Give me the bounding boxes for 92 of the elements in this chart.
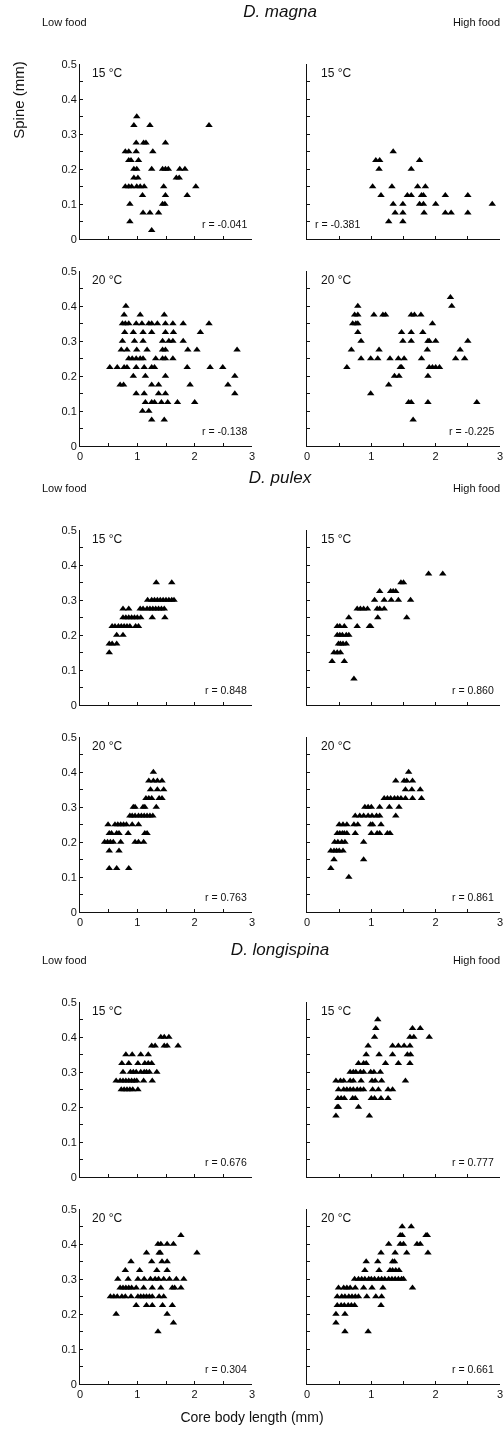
y-tick-label: 0.1 [61,197,77,210]
x-tick-label: 2 [191,450,198,463]
y-tick-label: 0.3 [61,800,77,813]
y-tick-label: 0.4 [61,765,77,778]
y-tick-label: 0 [70,232,77,245]
y-tick-label: 0.5 [61,1202,77,1215]
x-axis-title: Core body length (mm) [180,1409,324,1425]
y-tick-label: 0.3 [61,593,77,606]
chart-subtitle: High food [452,482,500,494]
y-tick-label: 0.5 [61,730,77,743]
annotation: 15 °C [321,1004,352,1018]
y-tick-label: 0 [70,1377,77,1390]
x-tick-label: 0 [303,916,311,929]
annotation: r = 0.861 [452,891,494,903]
annotation: 20 °C [321,273,352,287]
x-tick-label: 2 [432,450,439,463]
y-tick-label: 0.5 [61,57,77,70]
y-tick-label: 0.4 [61,558,77,571]
annotation: 20 °C [92,739,123,753]
annotation: r = 0.777 [452,1156,494,1168]
chart-subtitle: High food [452,16,500,28]
y-tick-label: 0.1 [61,870,77,883]
annotation: 15 °C [321,66,352,80]
chart-title: D. pulex [248,468,312,488]
y-tick-label: 0.5 [61,264,77,277]
y-tick-label: 0.2 [61,628,77,641]
chart-title: D. longispina [230,940,330,960]
x-tick-label: 0 [303,1388,311,1401]
annotation: r = 0.763 [205,891,247,903]
chart-title: D. magna [243,2,317,22]
y-tick-label: 0.1 [61,404,77,417]
y-tick-label: 0.4 [61,1237,77,1250]
y-tick-label: 0.2 [61,1100,77,1113]
x-tick-label: 3 [248,1388,256,1401]
y-tick-label: 0.4 [61,1030,77,1043]
y-tick-label: 0.2 [61,835,77,848]
y-tick-label: 0.3 [61,1065,77,1078]
x-tick-label: 3 [496,450,504,463]
annotation: r = -0.381 [315,218,361,230]
annotation: 20 °C [321,739,352,753]
chart-subtitle: High food [452,954,500,966]
annotation: 20 °C [92,1211,123,1225]
x-tick-label: 3 [248,450,256,463]
x-tick-label: 2 [191,916,198,929]
chart-subtitle: Low food [42,16,87,28]
y-tick-label: 0 [70,905,77,918]
y-tick-label: 0.5 [61,995,77,1008]
annotation: r = 0.304 [205,1363,247,1375]
annotation: 15 °C [321,532,352,546]
annotation: r = 0.848 [205,684,247,696]
annotation: 15 °C [92,66,123,80]
annotation: r = 0.661 [452,1363,494,1375]
annotation: 15 °C [92,532,123,546]
x-tick-label: 3 [496,916,504,929]
chart-subtitle: Low food [42,954,87,966]
x-tick-label: 1 [134,1388,141,1401]
y-tick-label: 0.3 [61,1272,77,1285]
x-tick-label: 2 [432,916,439,929]
y-tick-label: 0 [70,698,77,711]
annotation: r = -0.138 [202,425,248,437]
x-tick-label: 0 [303,450,311,463]
y-tick-label: 0.4 [61,299,77,312]
y-tick-label: 0.2 [61,369,77,382]
y-tick-label: 0.4 [61,92,77,105]
y-tick-label: 0.1 [61,1135,77,1148]
x-tick-label: 3 [496,1388,504,1401]
x-tick-label: 3 [248,916,256,929]
annotation: 20 °C [321,1211,352,1225]
y-tick-label: 0.3 [61,127,77,140]
annotation: 15 °C [92,1004,123,1018]
x-tick-label: 2 [191,1388,198,1401]
x-tick-label: 1 [368,916,375,929]
annotation: r = -0.041 [202,218,248,230]
chart-subtitle: Low food [42,482,87,494]
y-tick-label: 0.3 [61,334,77,347]
x-tick-label: 1 [368,450,375,463]
y-tick-label: 0.2 [61,162,77,175]
y-tick-label: 0 [70,1170,77,1183]
y-tick-label: 0.2 [61,1307,77,1320]
y-tick-label: 0 [70,439,77,452]
annotation: r = 0.676 [205,1156,247,1168]
x-tick-label: 1 [368,1388,375,1401]
annotation: r = 0.860 [452,684,494,696]
x-tick-label: 1 [134,450,141,463]
x-tick-label: 1 [134,916,141,929]
annotation: 20 °C [92,273,123,287]
y-tick-label: 0.5 [61,523,77,536]
annotation: r = -0.225 [449,425,495,437]
y-tick-label: 0.1 [61,1342,77,1355]
y-axis-title: Spine (mm) [9,61,27,139]
x-tick-label: 2 [432,1388,439,1401]
y-tick-label: 0.1 [61,663,77,676]
